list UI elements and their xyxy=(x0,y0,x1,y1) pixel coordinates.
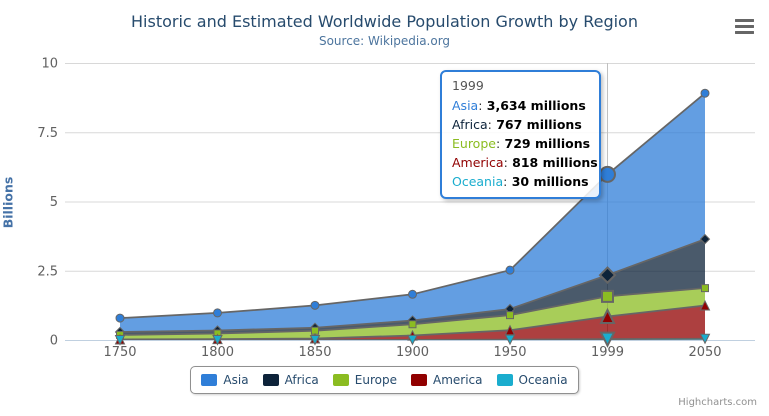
tooltip: 1999 Asia: 3,634 millions Africa: 767 mil… xyxy=(440,70,601,199)
tooltip-series-name: America xyxy=(452,155,504,170)
tooltip-row: Africa: 767 millions xyxy=(452,117,582,132)
tooltip-row: America: 818 millions xyxy=(452,155,598,170)
tooltip-series-value: 818 millions xyxy=(507,155,598,170)
tooltip-series-name: Africa xyxy=(452,117,488,132)
legend: Asia Africa Europe America Oceania xyxy=(190,366,579,394)
series-area-asia[interactable] xyxy=(120,93,705,332)
marker-oceania[interactable] xyxy=(504,334,516,346)
tooltip-row: Oceania: 30 millions xyxy=(452,174,589,189)
tooltip-series-value: 3,634 millions xyxy=(482,98,586,113)
legend-item-asia[interactable]: Asia xyxy=(201,373,249,387)
y-axis-label: 10 xyxy=(41,57,58,72)
legend-item-oceania[interactable]: Oceania xyxy=(496,373,568,387)
marker-asia[interactable] xyxy=(213,308,222,318)
marker-europe[interactable] xyxy=(601,289,614,303)
tooltip-series-name: Asia xyxy=(452,98,479,113)
x-axis-label: 1850 xyxy=(298,345,331,360)
x-axis-label: 1750 xyxy=(103,345,136,360)
credits-link[interactable]: Highcharts.com xyxy=(678,397,757,408)
tooltip-rows: Asia: 3,634 millions Africa: 767 millions… xyxy=(452,96,598,191)
legend-item-america[interactable]: America xyxy=(411,373,483,387)
marker-america[interactable] xyxy=(699,299,711,311)
legend-swatch xyxy=(411,374,427,386)
y-axis-label: 5 xyxy=(50,195,58,210)
chart-title: Historic and Estimated Worldwide Populat… xyxy=(131,12,638,31)
marker-oceania[interactable] xyxy=(599,331,616,348)
marker-asia[interactable] xyxy=(115,313,125,323)
y-axis-title: Billions xyxy=(0,176,16,229)
marker-europe[interactable] xyxy=(701,284,709,293)
legend-swatch xyxy=(332,374,349,386)
x-axis-label: 1950 xyxy=(493,345,526,360)
tooltip-series-value: 767 millions xyxy=(491,117,582,132)
legend-swatch xyxy=(262,374,279,386)
legend-swatch xyxy=(496,374,513,386)
legend-label: America xyxy=(433,373,483,387)
marker-oceania[interactable] xyxy=(407,334,418,346)
series-area-africa[interactable] xyxy=(120,239,705,335)
marker-europe[interactable] xyxy=(408,320,417,329)
legend-item-africa[interactable]: Africa xyxy=(262,373,319,387)
marker-asia[interactable] xyxy=(408,289,417,299)
marker-asia[interactable] xyxy=(700,88,710,98)
marker-oceania[interactable] xyxy=(699,333,711,345)
tooltip-header: 1999 xyxy=(452,78,484,93)
tooltip-series-name: Europe xyxy=(452,136,496,151)
x-axis-label: 1999 xyxy=(591,345,624,360)
marker-america[interactable] xyxy=(599,307,616,325)
marker-africa[interactable] xyxy=(699,233,711,245)
marker-asia[interactable] xyxy=(505,265,515,275)
legend-label: Europe xyxy=(354,373,397,387)
x-axis-label: 1800 xyxy=(201,345,234,360)
marker-asia[interactable] xyxy=(599,165,616,183)
marker-oceania[interactable] xyxy=(114,334,126,346)
x-axis-label: 2050 xyxy=(688,345,721,360)
legend-item-europe[interactable]: Europe xyxy=(332,373,397,387)
legend-swatch xyxy=(201,374,218,386)
legend-label: Oceania xyxy=(518,373,568,387)
y-axis-label: 2.5 xyxy=(37,264,58,279)
marker-oceania[interactable] xyxy=(309,334,321,346)
chart-subtitle: Source: Wikipedia.org xyxy=(318,34,451,48)
tooltip-series-name: Oceania xyxy=(452,174,504,189)
hamburger-icon[interactable] xyxy=(735,19,754,34)
tooltip-row: Europe: 729 millions xyxy=(452,136,591,151)
y-axis-label: 0 xyxy=(50,334,58,349)
y-axis-label: 7.5 xyxy=(37,126,58,141)
legend-label: Asia xyxy=(223,373,249,387)
marker-asia[interactable] xyxy=(310,300,320,310)
marker-europe[interactable] xyxy=(311,326,319,335)
tooltip-series-value: 30 millions xyxy=(507,174,589,189)
tooltip-series-value: 729 millions xyxy=(500,136,591,151)
marker-europe[interactable] xyxy=(506,311,514,320)
x-axis-label: 1900 xyxy=(396,345,429,360)
legend-label: Africa xyxy=(284,373,319,387)
marker-africa[interactable] xyxy=(598,266,617,284)
marker-oceania[interactable] xyxy=(212,334,223,346)
tooltip-row: Asia: 3,634 millions xyxy=(452,98,586,113)
series-area-america[interactable] xyxy=(120,305,705,340)
